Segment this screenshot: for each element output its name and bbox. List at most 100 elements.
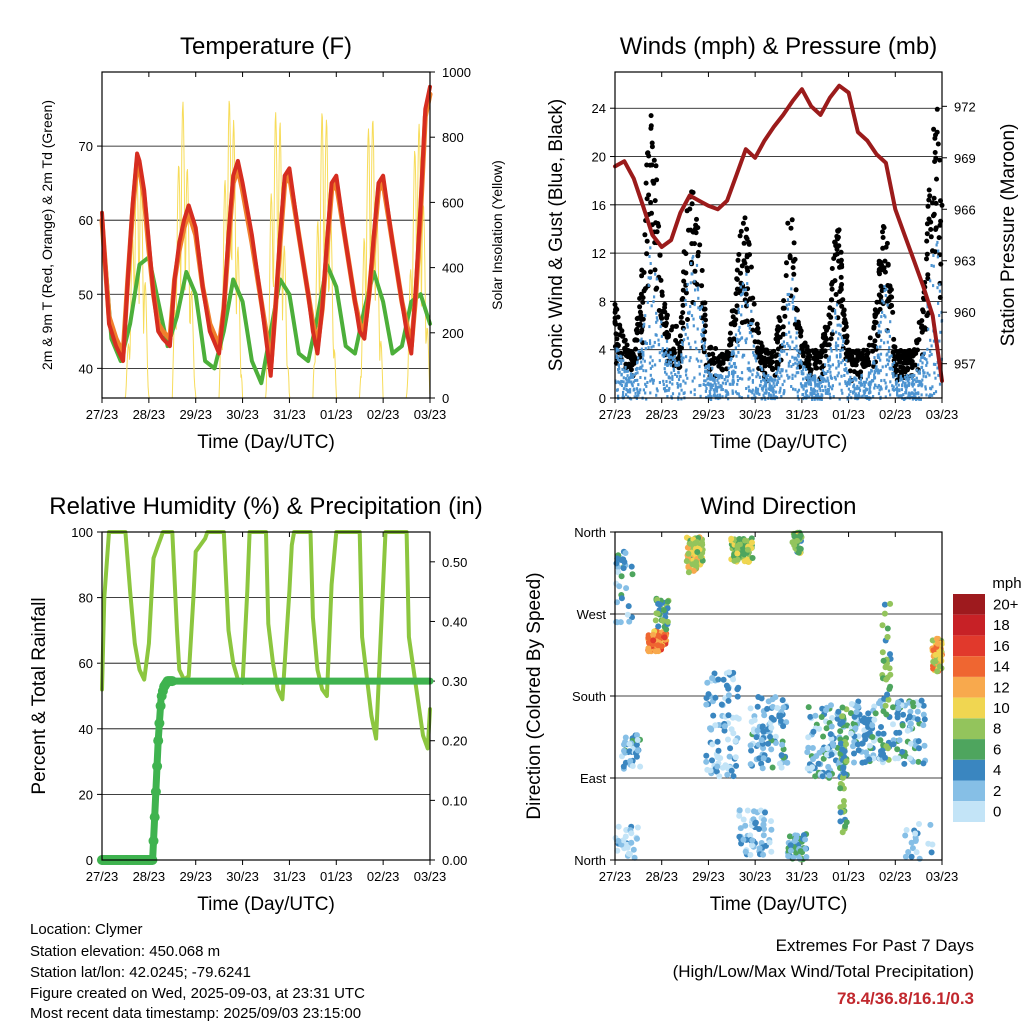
direction-point [767, 733, 773, 740]
wind-point [908, 377, 911, 381]
direction-point [615, 837, 622, 844]
wind-point [615, 349, 618, 353]
wind-point [805, 381, 808, 385]
wind-point [660, 334, 663, 338]
direction-point [915, 738, 922, 745]
wind-point [896, 392, 899, 396]
precipitation-point [152, 761, 163, 772]
wind-point [622, 376, 625, 380]
wind-point [671, 392, 675, 396]
wind-point [771, 379, 774, 383]
gust-point [846, 347, 852, 353]
wind-point [744, 341, 748, 345]
wind-point [907, 393, 910, 397]
gust-point [774, 335, 780, 341]
wind-point [829, 364, 832, 368]
direction-point [687, 540, 694, 547]
gust-point [685, 317, 690, 322]
wind-point [898, 388, 901, 392]
gust-point [806, 357, 812, 363]
wind-point [732, 362, 736, 366]
direction-point [714, 763, 721, 770]
wind-point [889, 380, 892, 384]
precipitation-point [150, 786, 161, 797]
direction-point [760, 728, 767, 735]
direction-point [837, 818, 844, 825]
gust-point [646, 192, 652, 198]
wind-point [747, 385, 750, 389]
wind-point [684, 381, 687, 385]
wind-point [813, 379, 817, 383]
direction-point [908, 740, 914, 747]
wind-point [879, 386, 882, 390]
direction-point [634, 747, 641, 754]
direction-point [792, 837, 798, 844]
wind-point [702, 327, 705, 331]
wind-point [883, 314, 886, 317]
direction-point [823, 707, 829, 714]
gust-point [936, 235, 942, 241]
direction-point [721, 723, 728, 730]
wind-point [752, 351, 755, 355]
x-tick-label: 01/23 [832, 869, 865, 884]
x-tick-label: 31/23 [786, 407, 819, 422]
gust-point [695, 253, 701, 259]
legend-label: 4 [993, 762, 1001, 779]
wind-point [684, 302, 688, 306]
direction-point [791, 542, 798, 549]
y-right-axis-label: Solar Insolation (Yellow) [489, 160, 505, 310]
legend-swatch [953, 718, 985, 740]
legend-swatch [953, 614, 985, 636]
wind-point [793, 346, 796, 350]
wind-point [626, 395, 630, 399]
wind-point [680, 397, 683, 401]
direction-point [622, 734, 629, 741]
wind-point [665, 380, 668, 383]
gust-point [884, 240, 890, 246]
direction-point [903, 827, 910, 833]
wind-point [676, 382, 679, 385]
wind-point [816, 378, 820, 382]
direction-point [854, 741, 861, 748]
wind-point [744, 288, 747, 292]
wind-point [705, 354, 708, 358]
direction-point [905, 849, 912, 855]
wind-point [938, 339, 941, 343]
wind-point [661, 349, 664, 353]
wind-point [818, 395, 821, 399]
wind-point [636, 371, 639, 375]
wind-point [637, 393, 640, 397]
wind-point [620, 373, 623, 377]
wind-point [924, 387, 927, 391]
y-right-tick-label: 200 [442, 326, 464, 341]
wind-point [913, 388, 916, 392]
wind-point [895, 387, 898, 391]
wind-point [741, 282, 744, 286]
wind-point [709, 394, 712, 398]
wind-point [895, 386, 898, 390]
wind-point [739, 376, 742, 380]
direction-point [850, 743, 856, 750]
wind-point [667, 353, 671, 357]
y-right-tick-label: 1000 [442, 65, 471, 80]
wind-point [865, 377, 868, 381]
wind-point [660, 320, 663, 324]
direction-point [803, 854, 810, 860]
gust-point [836, 299, 842, 305]
wind-point [637, 350, 640, 354]
direction-point [709, 741, 716, 748]
wind-point [771, 386, 774, 390]
wind-point [867, 371, 871, 375]
legend-label: 20+ [993, 596, 1019, 613]
wind-point [676, 385, 679, 389]
wind-point [849, 390, 852, 393]
wind-point [885, 373, 888, 377]
wind-point [910, 391, 913, 395]
wind-point [739, 293, 743, 297]
wind-point [696, 327, 699, 331]
wind-point [697, 296, 700, 300]
wind-point [877, 384, 880, 388]
panel-humidity: 0204060801000.000.100.200.300.400.5027/2… [29, 493, 483, 915]
direction-point [882, 754, 889, 761]
wind-point [663, 367, 666, 371]
